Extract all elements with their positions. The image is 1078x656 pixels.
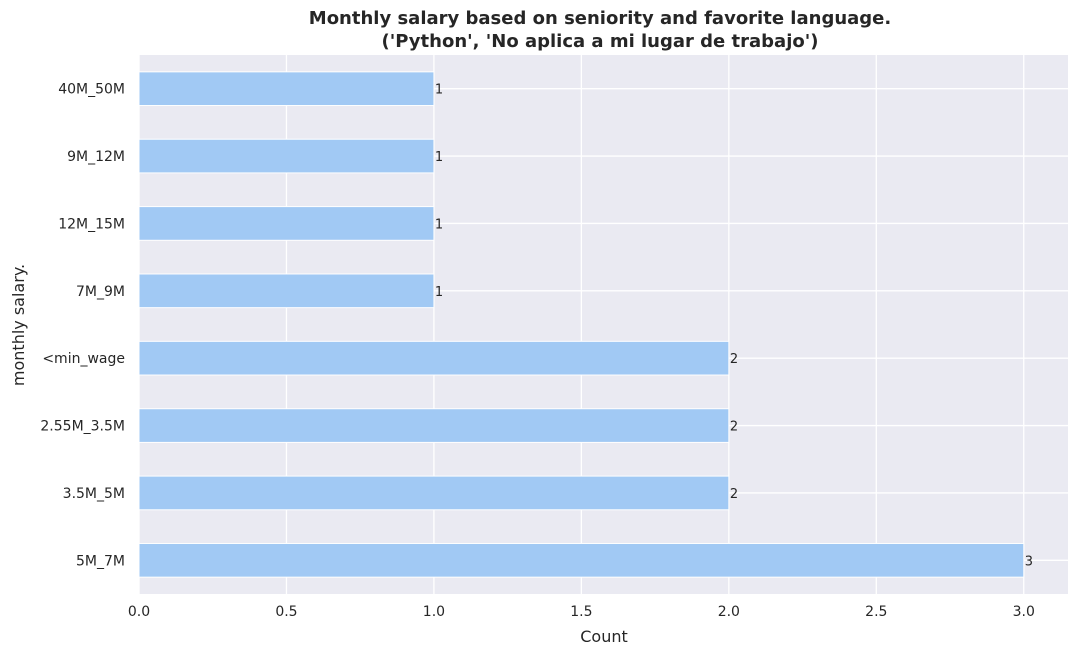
bar — [138, 71, 435, 107]
bar — [138, 138, 435, 174]
bar — [138, 542, 1025, 578]
y-tick-label: 5M_7M — [76, 553, 125, 569]
y-tick-label: 40M_50M — [58, 82, 125, 98]
data-label: 1 — [435, 217, 443, 232]
bar — [138, 206, 435, 241]
x-tick-label: 1.0 — [423, 604, 445, 620]
y-tick-label: <min_wage — [42, 351, 125, 367]
y-tick-label: 2.55M_3.5M — [40, 419, 125, 435]
x-tick-label: 2.0 — [718, 604, 740, 620]
data-label: 2 — [730, 487, 738, 502]
x-tick-label: 2.5 — [865, 604, 887, 620]
data-label: 2 — [730, 420, 738, 435]
y-tick-label: 9M_12M — [67, 149, 125, 165]
data-label: 1 — [435, 285, 443, 300]
y-tick-label: 3.5M_5M — [63, 486, 125, 502]
bar — [138, 408, 730, 443]
data-label: 2 — [730, 352, 738, 367]
chart-title-line2: ('Python', 'No aplica a mi lugar de trab… — [382, 31, 819, 52]
y-tick-label: 7M_9M — [76, 284, 125, 300]
data-label: 3 — [1025, 554, 1033, 569]
x-tick-label: 3.0 — [1013, 604, 1035, 620]
data-label: 1 — [435, 150, 443, 165]
data-label: 1 — [435, 83, 443, 98]
y-axis-label: monthly salary. — [9, 264, 28, 386]
bars — [138, 71, 1025, 578]
bar — [138, 475, 730, 511]
chart-title-line1: Monthly salary based on seniority and fa… — [309, 8, 891, 29]
bar — [138, 273, 435, 309]
x-tick-labels: 0.0 0.5 1.0 1.5 2.0 2.5 3.0 — [128, 604, 1035, 620]
plot-area — [139, 55, 1068, 594]
x-tick-label: 0.0 — [128, 604, 150, 620]
x-tick-label: 1.5 — [570, 604, 592, 620]
x-axis-label: Count — [580, 627, 628, 646]
data-labels: 1 1 1 1 2 2 2 3 — [435, 83, 1033, 570]
y-tick-labels: 40M_50M 9M_12M 12M_15M 7M_9M <min_wage 2.55M_… — [40, 82, 125, 570]
bar — [138, 340, 730, 376]
x-tick-label: 0.5 — [275, 604, 297, 620]
y-tick-label: 12M_15M — [58, 216, 125, 232]
